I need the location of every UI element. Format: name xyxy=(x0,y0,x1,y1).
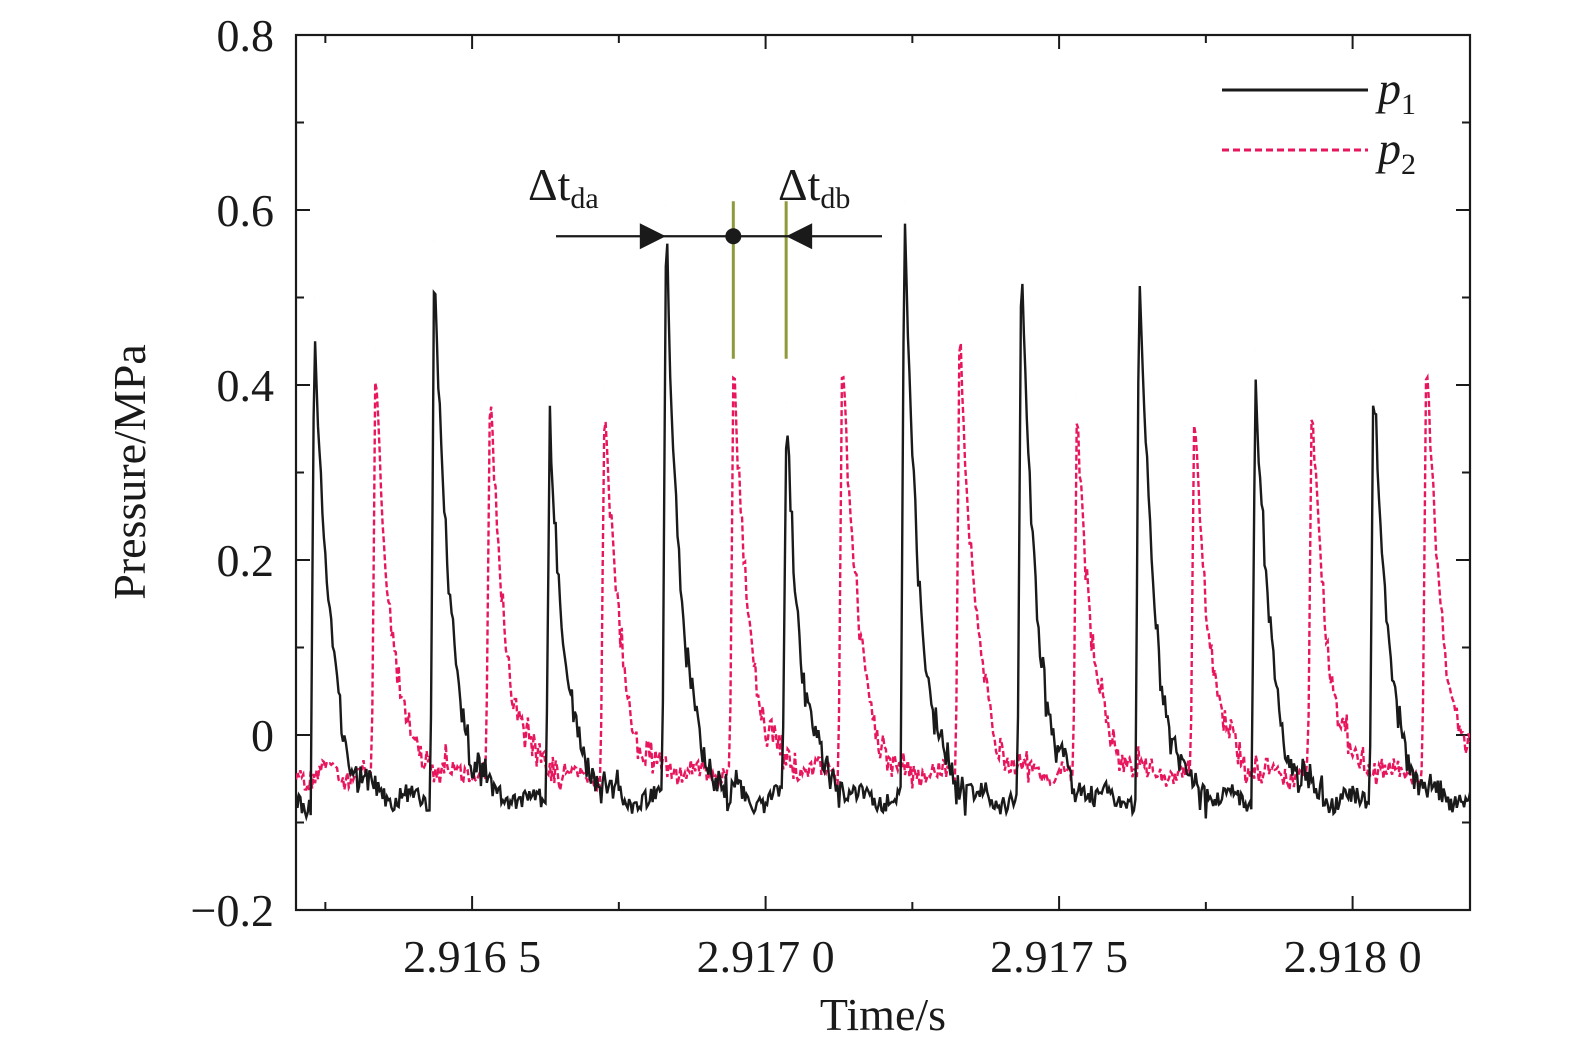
interval-annotation xyxy=(556,223,882,250)
y-tick-label: 0.6 xyxy=(217,185,275,236)
annotation-arrowhead-right xyxy=(786,223,813,250)
series-p2-path xyxy=(296,343,1470,793)
x-tick-label: 2.917 5 xyxy=(990,931,1128,982)
y-tick-label: −0.2 xyxy=(191,885,274,936)
annotation-dt-da: Δtda xyxy=(528,159,599,215)
x-tick-label: 2.918 0 xyxy=(1284,931,1422,982)
annotation-dt-db: Δtdb xyxy=(778,159,850,215)
y-tick-label: 0 xyxy=(251,710,274,761)
series-p1-path xyxy=(296,223,1470,822)
y-ticks: −0.2 0 0.2 0.4 0.6 0.8 xyxy=(191,10,1470,936)
x-tick-label: 2.916 5 xyxy=(403,931,541,982)
x-ticks: 2.916 5 2.917 0 2.917 5 2.918 0 xyxy=(324,35,1422,982)
marker-lines xyxy=(731,201,788,359)
x-tick-label: 2.917 0 xyxy=(697,931,835,982)
legend: p1 p2 xyxy=(1222,63,1416,181)
y-tick-label: 0.4 xyxy=(217,360,275,411)
annotation-arrowhead-left xyxy=(639,223,666,250)
series-p1-line xyxy=(296,201,1470,822)
legend-p2-label: p2 xyxy=(1375,123,1416,181)
y-tick-label: 0.8 xyxy=(217,10,275,61)
y-tick-label: 0.2 xyxy=(217,535,275,586)
x-axis-label: Time/s xyxy=(820,989,946,1040)
series-p2-line xyxy=(296,301,1470,793)
annotation-midpoint-dot xyxy=(725,228,742,245)
legend-p1-label: p1 xyxy=(1375,63,1416,121)
y-axis-label: Pressure/MPa xyxy=(104,344,155,600)
